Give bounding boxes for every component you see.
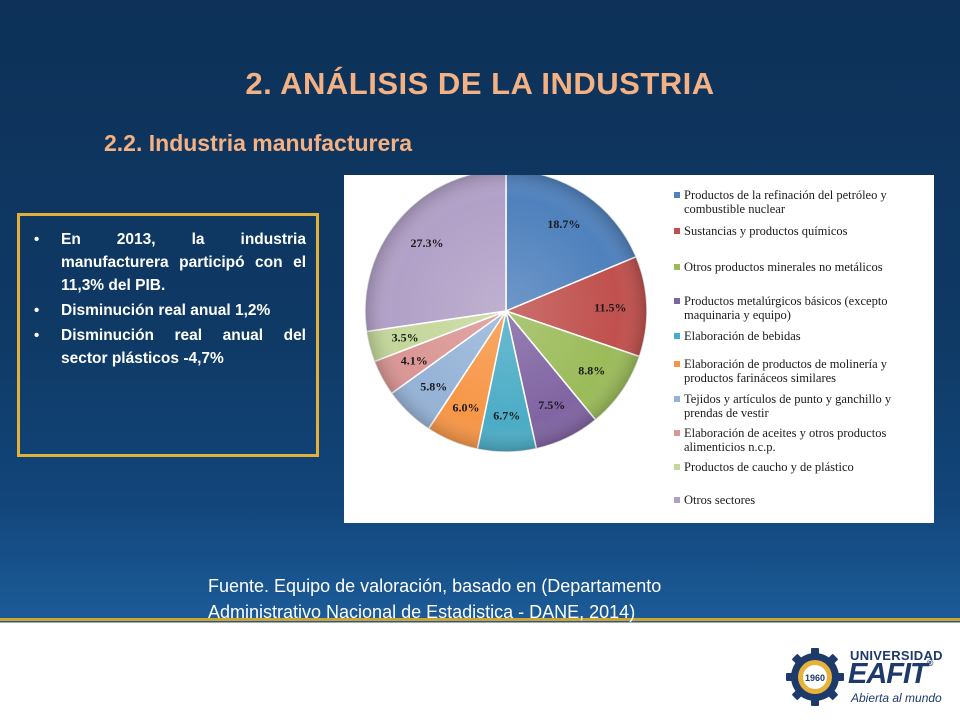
legend-item: Elaboración de aceites y otros productos… bbox=[672, 426, 930, 454]
legend-label: Productos de caucho y de plástico bbox=[684, 460, 854, 474]
legend-swatch bbox=[674, 228, 680, 234]
bullet-box: En 2013, la industria manufacturera part… bbox=[17, 213, 319, 457]
legend-swatch bbox=[674, 396, 680, 402]
legend-swatch bbox=[674, 192, 680, 198]
legend-label: Elaboración de aceites y otros productos… bbox=[684, 426, 887, 454]
source-line-1: Fuente. Equipo de valoración, basado en … bbox=[208, 576, 662, 596]
legend-item: Otros productos minerales no metálicos bbox=[672, 260, 930, 275]
slice-value-label: 3.5% bbox=[392, 331, 419, 345]
legend-swatch bbox=[674, 464, 680, 470]
source-line-2: Administrativo Nacional de Estadistica -… bbox=[208, 602, 636, 622]
bullet-list: En 2013, la industria manufacturera part… bbox=[20, 216, 316, 370]
legend-item: Tejidos y artículos de punto y ganchillo… bbox=[672, 392, 930, 420]
slice-value-label: 7.5% bbox=[538, 398, 565, 412]
legend-label: Elaboración de bebidas bbox=[684, 329, 801, 343]
legend-label: Productos de la refinación del petróleo … bbox=[684, 188, 887, 216]
legend-swatch bbox=[674, 361, 680, 367]
logo-name: EAFIT® bbox=[848, 658, 934, 691]
logo-name-text: EAFIT bbox=[848, 658, 928, 690]
chart-panel: 18.7% 11.5% 8.8% 7.5% 6.7% 6.0% 5.8% 4.1% 3.5% 27… bbox=[344, 175, 934, 523]
eafit-logo: 1960 UNIVERSIDAD EAFIT® Abierta al mundo bbox=[784, 646, 944, 708]
legend-item: Elaboración de productos de molinería y … bbox=[672, 357, 930, 385]
pie-chart: 18.7% 11.5% 8.8% 7.5% 6.7% 6.0% 5.8% 4.1% 3.5% 27… bbox=[364, 175, 648, 453]
seal-year: 1960 bbox=[805, 673, 825, 683]
legend-item: Sustancias y productos químicos bbox=[672, 224, 930, 239]
logo-tagline: Abierta al mundo bbox=[851, 691, 942, 705]
legend-label: Elaboración de productos de molinería y … bbox=[684, 357, 888, 385]
bottom-accent-bar bbox=[0, 618, 960, 621]
legend-item: Otros sectores bbox=[672, 493, 930, 508]
legend-swatch bbox=[674, 497, 680, 503]
pie-slice bbox=[364, 175, 507, 333]
legend-item: Productos de la refinación del petróleo … bbox=[672, 188, 930, 216]
legend-swatch bbox=[674, 333, 680, 339]
slice-value-label: 6.7% bbox=[493, 408, 520, 422]
legend-swatch bbox=[674, 264, 680, 270]
legend-swatch bbox=[674, 430, 680, 436]
slice-value-label: 27.3% bbox=[411, 236, 444, 250]
legend-label: Productos metalúrgicos básicos (excepto … bbox=[684, 294, 888, 322]
slice-value-label: 8.8% bbox=[578, 363, 605, 377]
bottom-divider bbox=[0, 622, 960, 623]
legend-item: Productos metalúrgicos básicos (excepto … bbox=[672, 294, 930, 322]
bullet-item: Disminución real anual 1,2% bbox=[30, 299, 306, 322]
bullet-item: Disminución real anual del sector plásti… bbox=[30, 324, 306, 370]
slice-value-label: 5.8% bbox=[420, 379, 447, 393]
legend-label: Tejidos y artículos de punto y ganchillo… bbox=[684, 392, 892, 420]
logo-university: UNIVERSIDAD bbox=[850, 648, 943, 663]
logo-registered-mark: ® bbox=[926, 658, 934, 668]
bullet-item: En 2013, la industria manufacturera part… bbox=[30, 228, 306, 297]
legend-label: Otros productos minerales no metálicos bbox=[684, 260, 883, 274]
gear-seal-icon: 1960 bbox=[786, 648, 844, 706]
slice-value-label: 18.7% bbox=[547, 217, 580, 231]
slide-subtitle: 2.2. Industria manufacturera bbox=[104, 130, 413, 156]
legend-label: Sustancias y productos químicos bbox=[684, 224, 848, 238]
legend-label: Otros sectores bbox=[684, 493, 756, 507]
legend-swatch bbox=[674, 298, 680, 304]
legend-item: Productos de caucho y de plástico bbox=[672, 460, 930, 475]
slice-value-label: 11.5% bbox=[594, 301, 626, 315]
slice-value-label: 4.1% bbox=[401, 354, 428, 368]
slide-title: 2. ANÁLISIS DE LA INDUSTRIA bbox=[245, 66, 715, 101]
source-note: Fuente. Equipo de valoración, basado en … bbox=[208, 573, 808, 625]
legend-item: Elaboración de bebidas bbox=[672, 329, 930, 344]
slice-value-label: 6.0% bbox=[453, 400, 480, 414]
